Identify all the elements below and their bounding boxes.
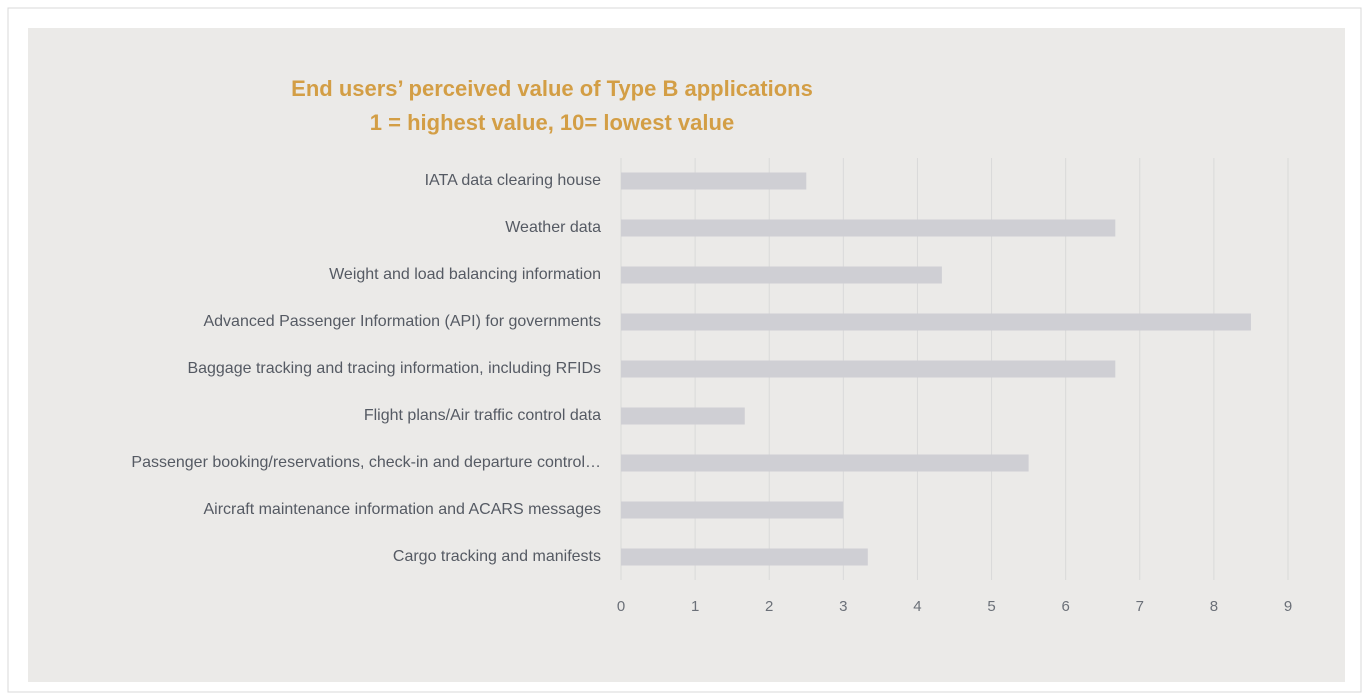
x-tick-label: 3 <box>839 598 847 615</box>
x-tick-label: 0 <box>617 598 625 615</box>
x-tick-label: 6 <box>1061 598 1069 615</box>
y-tick-label: Baggage tracking and tracing information… <box>187 360 601 377</box>
y-tick-label: Advanced Passenger Information (API) for… <box>203 313 601 330</box>
y-tick-label: Aircraft maintenance information and ACA… <box>203 501 601 518</box>
bar <box>621 266 942 284</box>
bar <box>621 407 745 425</box>
y-tick-label: Weather data <box>505 219 601 236</box>
x-tick-label: 2 <box>765 598 773 615</box>
bar <box>621 501 844 519</box>
y-tick-label: Flight plans/Air traffic control data <box>364 407 601 424</box>
x-tick-label: 1 <box>691 598 699 615</box>
bar <box>621 360 1116 378</box>
x-tick-label: 4 <box>913 598 921 615</box>
y-tick-label: Weight and load balancing information <box>329 266 601 283</box>
x-tick-label: 8 <box>1210 598 1218 615</box>
y-tick-label: IATA data clearing house <box>425 172 602 189</box>
chart-subtitle: 1 = highest value, 10= lowest value <box>370 110 734 135</box>
plot-panel <box>28 28 1345 682</box>
y-tick-label: Passenger booking/reservations, check-in… <box>131 454 601 471</box>
bar <box>621 313 1251 331</box>
bar <box>621 172 807 190</box>
x-tick-label: 5 <box>987 598 995 615</box>
bar <box>621 219 1116 237</box>
x-tick-label: 9 <box>1284 598 1292 615</box>
chart-title: End users’ perceived value of Type B app… <box>291 76 813 101</box>
bar <box>621 454 1029 472</box>
x-tick-label: 7 <box>1136 598 1144 615</box>
bar <box>621 548 868 566</box>
y-tick-label: Cargo tracking and manifests <box>393 548 601 565</box>
